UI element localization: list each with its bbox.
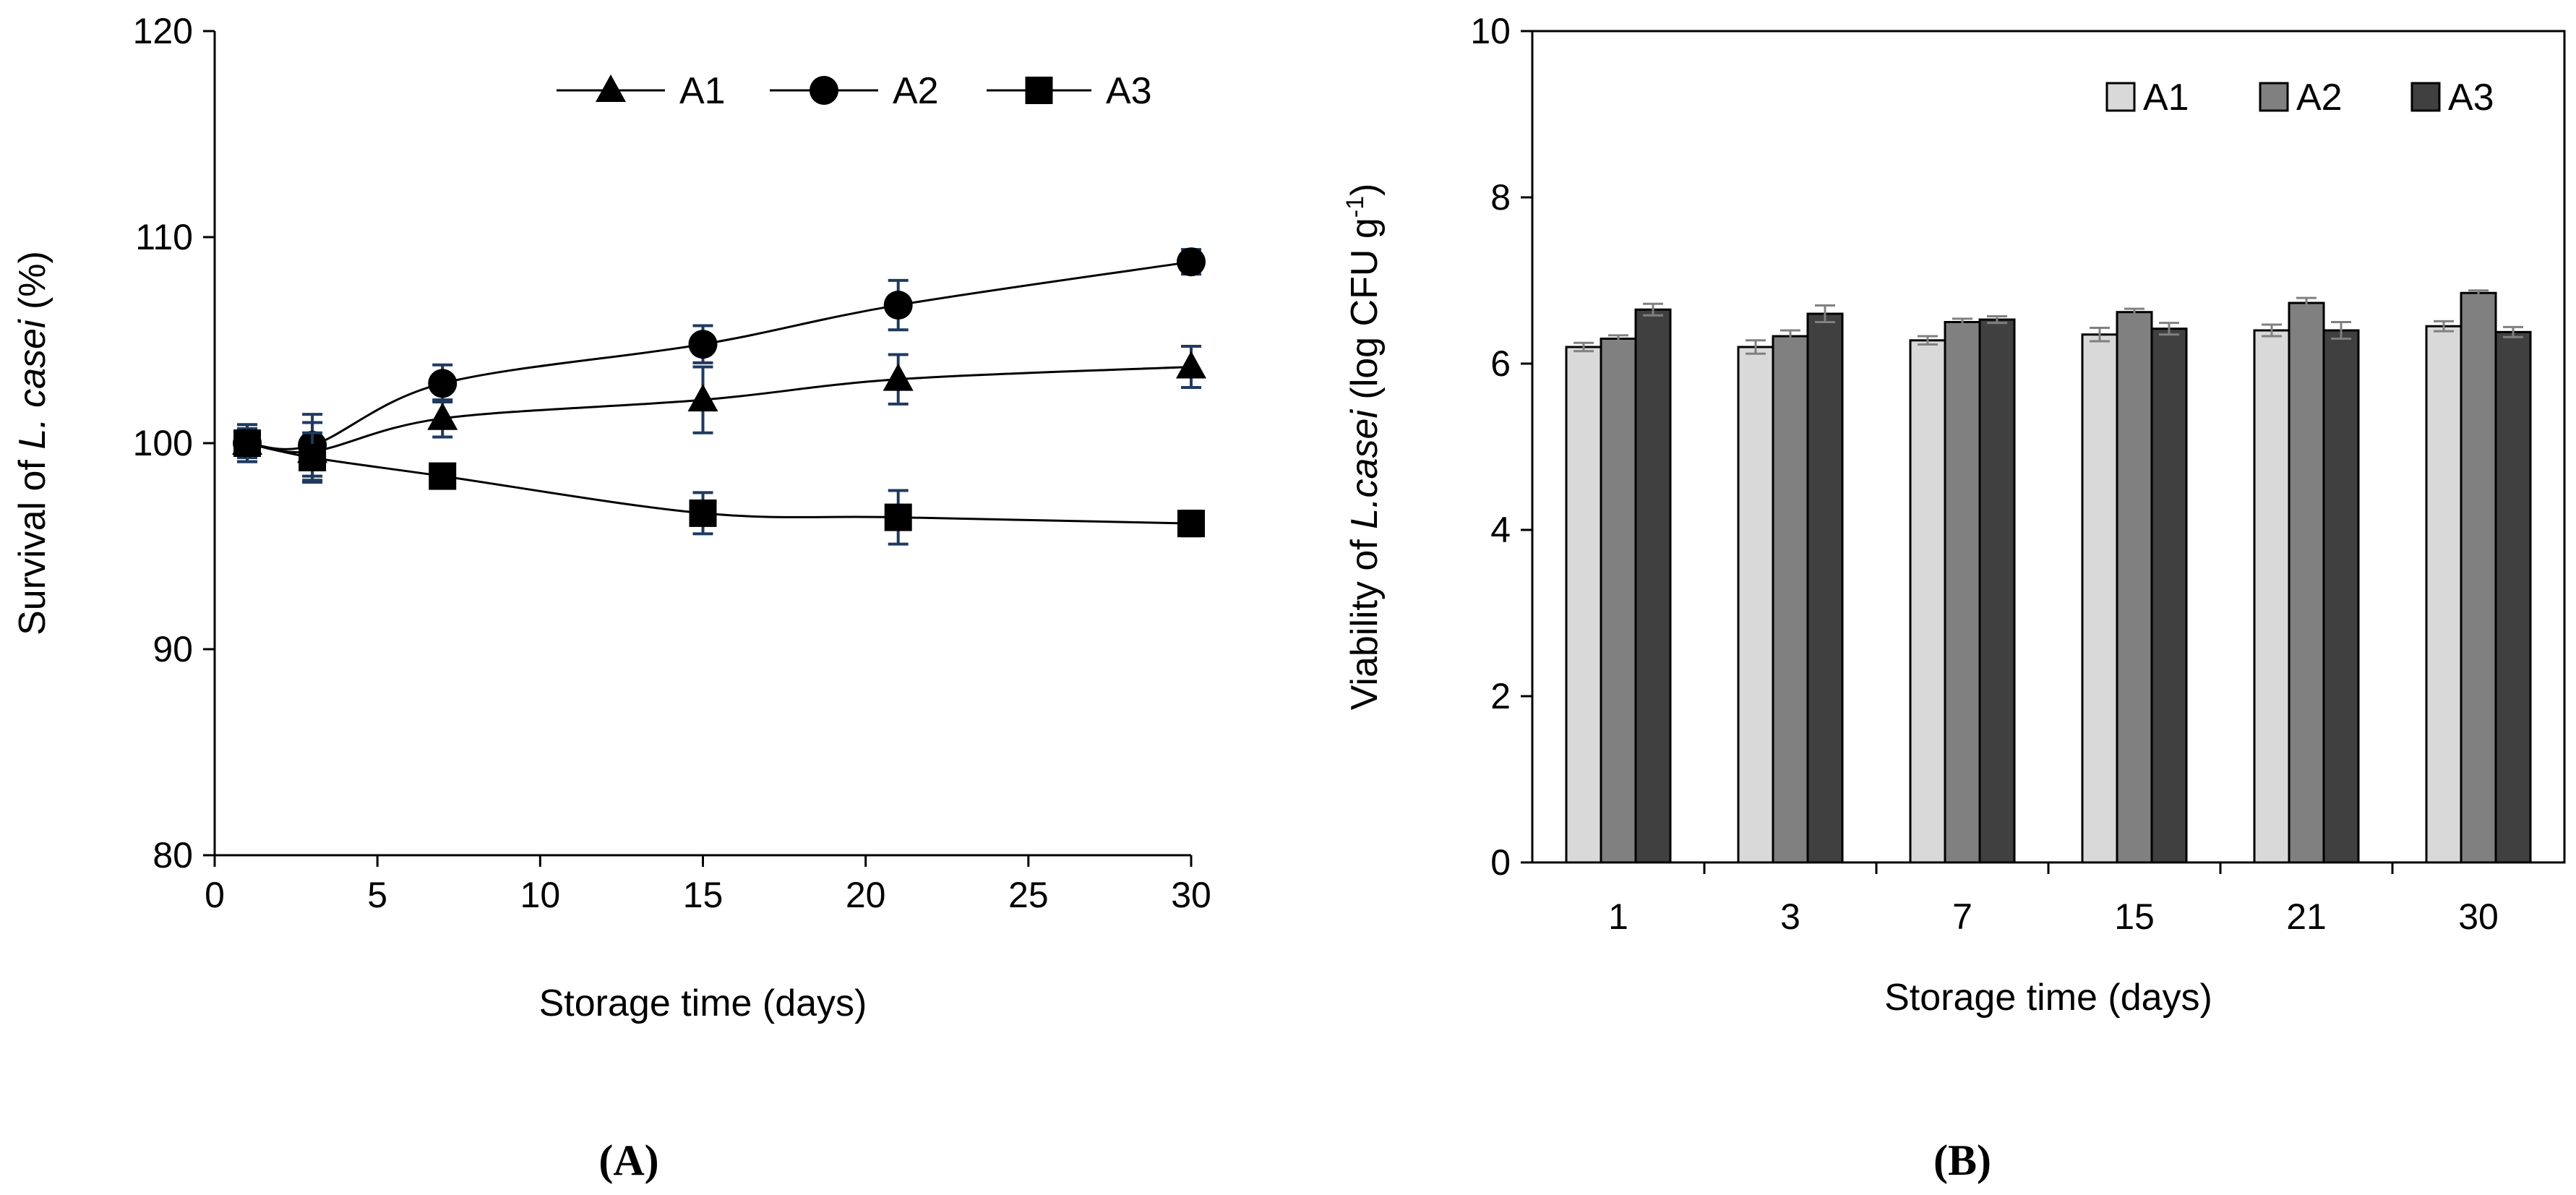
data-point (299, 443, 327, 471)
bar (2322, 329, 2360, 864)
bar (2460, 291, 2497, 864)
x-tick-label: 21 (2286, 896, 2327, 937)
series-line (246, 442, 1192, 525)
data-point (1177, 510, 1205, 538)
y-tick-label: 10 (1470, 11, 1511, 51)
bar (2253, 329, 2291, 864)
legend-marker (1025, 77, 1053, 104)
x-tick-label: 20 (846, 875, 886, 915)
x-axis-title: Storage time (days) (539, 982, 867, 1024)
x-tick-label: 5 (367, 875, 387, 915)
y-tick-label: 90 (153, 629, 193, 669)
legend-marker (596, 74, 626, 102)
legend-swatch (2410, 82, 2441, 112)
legend-label: A1 (679, 70, 726, 112)
data-point (883, 363, 914, 391)
legend-label: A2 (2296, 77, 2343, 119)
data-point (1177, 247, 1206, 277)
x-tick-label: 3 (1780, 896, 1800, 937)
data-point (688, 330, 718, 359)
y-tick-label: 80 (153, 835, 193, 875)
bar (2116, 311, 2153, 864)
bar (2150, 327, 2188, 864)
series-a2 (233, 247, 1206, 478)
bar (2425, 325, 2463, 864)
series-a3 (1634, 302, 2532, 864)
bar (1600, 338, 1637, 864)
legend-marker (810, 76, 838, 105)
legend-label: A3 (1106, 70, 1152, 112)
data-point (427, 402, 458, 430)
legend-label: A2 (893, 70, 939, 112)
data-point (428, 369, 458, 398)
y-tick-label: 4 (1490, 510, 1511, 550)
bar-chart-viability: 0 2 4 6 8 10 1 3 7 15 21 30 Storage time (days) Viabi… (1341, 11, 2566, 1184)
bar (1978, 318, 2016, 864)
plot-frame (1531, 30, 2566, 864)
legend-label: A1 (2143, 77, 2189, 119)
panel-label-b: (B) (1933, 1136, 1991, 1184)
x-tick-label: 0 (205, 875, 225, 915)
data-point (1176, 351, 1206, 379)
line-chart-survival: 80 90 100 110 120 0 5 10 15 20 25 30 Storage time (d… (12, 11, 1211, 1184)
x-tick-label: 30 (2458, 896, 2499, 937)
y-tick-label: 8 (1490, 177, 1511, 218)
x-tick-label: 25 (1008, 875, 1049, 915)
bar (2494, 330, 2532, 864)
x-axis-title: Storage time (days) (1884, 977, 2212, 1019)
data-point (233, 429, 262, 457)
x-tick-label: 10 (520, 875, 561, 915)
y-tick-label: 120 (133, 11, 193, 51)
y-tick-label: 6 (1490, 343, 1511, 384)
y-tick-label: 2 (1490, 676, 1511, 716)
y-tick-label: 0 (1490, 842, 1511, 883)
y-axis-title: Viability of L.casei (log CFU g-1) (1341, 184, 1386, 711)
bar (1909, 339, 1946, 864)
bar (2081, 333, 2118, 864)
bar (1772, 335, 1809, 864)
bar (1944, 321, 1981, 864)
bar (1737, 346, 1774, 864)
y-tick-label: 100 (133, 423, 193, 463)
x-tick-label: 15 (683, 875, 724, 915)
series-line (246, 366, 1192, 454)
bar (1806, 312, 1844, 864)
bar (1634, 308, 1672, 864)
data-point (883, 291, 913, 320)
y-tick-label: 110 (135, 217, 193, 257)
panel-label-a: (A) (598, 1136, 658, 1184)
x-tick-label: 30 (1171, 875, 1211, 915)
series-line (246, 260, 1192, 450)
data-point (689, 499, 717, 527)
x-tick-label: 15 (2114, 896, 2155, 937)
series-a2 (1600, 289, 2497, 864)
legend-swatch (2259, 82, 2289, 112)
x-tick-label: 1 (1608, 896, 1628, 937)
x-tick-label: 7 (1952, 896, 1972, 937)
data-point (884, 503, 912, 531)
legend-label: A3 (2448, 77, 2494, 119)
data-point (687, 384, 718, 412)
series-a1 (232, 345, 1206, 482)
legend: A1 A2 A3 (2105, 77, 2494, 119)
series-a3 (233, 423, 1205, 546)
data-point (429, 462, 457, 490)
legend: A1 A2 A3 (557, 70, 1152, 112)
series-a1 (1565, 320, 2463, 864)
legend-swatch (2105, 82, 2136, 112)
bar (1565, 346, 1602, 864)
bar (2288, 301, 2325, 864)
y-axis-title: Survival of L. casei (%) (12, 251, 53, 635)
